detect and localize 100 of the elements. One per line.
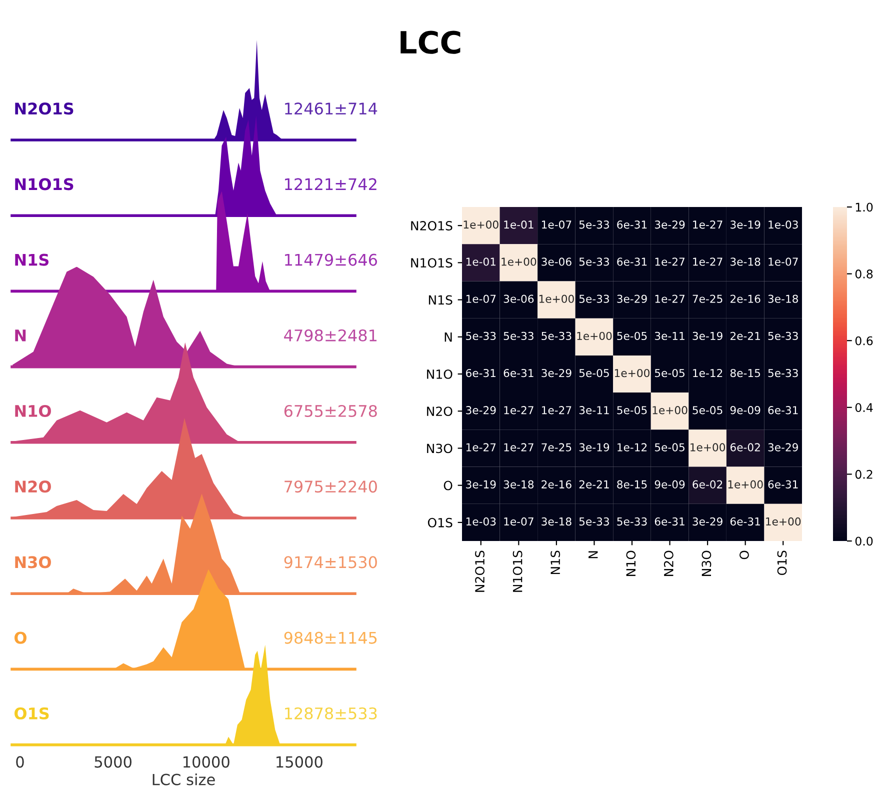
data-label: 1e+00 bbox=[766, 517, 801, 526]
series-label: N1O bbox=[15, 404, 51, 418]
y-tick-label: N1O bbox=[427, 369, 452, 379]
data-label: 6e-02 bbox=[692, 480, 722, 488]
color-bar-label: 0.6 bbox=[855, 336, 873, 346]
data-label: 8e-15 bbox=[730, 368, 760, 378]
data-label: 9e-09 bbox=[654, 480, 685, 488]
y-tick-label: O1S bbox=[428, 518, 452, 528]
annotation: 11479±646 bbox=[285, 254, 377, 266]
x-tick-label: N3O bbox=[702, 550, 712, 576]
x-tick-label: 15000 bbox=[276, 756, 322, 768]
data-label: 1e-27 bbox=[466, 443, 496, 452]
data-label: 1e-07 bbox=[466, 294, 496, 303]
data-label: 3e-18 bbox=[542, 517, 572, 526]
data-label: 7e-25 bbox=[542, 443, 572, 452]
x-tick-label: N2O1S bbox=[475, 550, 485, 592]
data-label: 5e-33 bbox=[579, 517, 609, 526]
text: N1O1S bbox=[15, 178, 74, 190]
annotation: 12878±533 bbox=[285, 707, 377, 720]
data-label: 6e-31 bbox=[654, 517, 684, 526]
data-label: 3e-29 bbox=[466, 406, 496, 414]
y-tick-label: N bbox=[444, 332, 452, 342]
data-label: 3e-29 bbox=[692, 517, 722, 526]
data-label: 5e-05 bbox=[617, 406, 647, 414]
data-label: 1e-27 bbox=[655, 294, 684, 303]
x-tick-label: O bbox=[740, 550, 749, 560]
x-tick-label: O1S bbox=[777, 550, 787, 576]
data-label: 3e-06 bbox=[504, 294, 534, 303]
y-tick-label: N1S bbox=[428, 295, 452, 305]
x-tick-label: 10000 bbox=[183, 756, 230, 768]
data-label: 3e-11 bbox=[579, 406, 609, 414]
text: O1S bbox=[14, 707, 49, 720]
color-bar-label: 0.2 bbox=[855, 470, 872, 479]
data-label: 1e-12 bbox=[693, 368, 722, 378]
data-label: 1e-27 bbox=[655, 258, 684, 266]
data-label: 3e-19 bbox=[466, 480, 496, 488]
data-label: 6e-31 bbox=[466, 368, 496, 378]
data-label: 5e-33 bbox=[617, 517, 647, 526]
data-label: 1e-01 bbox=[466, 258, 496, 266]
annotation: 9848±1145 bbox=[284, 632, 377, 644]
data-label: 9e-09 bbox=[730, 406, 760, 414]
annotation: 12121±742 bbox=[285, 178, 376, 190]
data-label: 1e+00 bbox=[690, 443, 726, 452]
data-label: 6e-31 bbox=[768, 406, 798, 414]
text: N1S bbox=[15, 254, 49, 266]
y-tick-label: N2O1S bbox=[411, 221, 452, 230]
data-label: 3e-06 bbox=[542, 258, 572, 266]
data-label: 1e+00 bbox=[464, 220, 498, 229]
data-label: 3e-19 bbox=[692, 332, 722, 340]
data-label: 2e-21 bbox=[579, 480, 609, 488]
data-label: 2e-16 bbox=[542, 480, 572, 488]
data-label: 3e-19 bbox=[730, 220, 760, 229]
data-label: 1e-07 bbox=[768, 258, 798, 266]
data-label: 1e-27 bbox=[693, 220, 722, 229]
color-bar-label: 0.4 bbox=[855, 403, 873, 412]
data-label: 1e+00 bbox=[502, 258, 536, 266]
data-label: 3e-29 bbox=[617, 294, 647, 303]
annotation: 4798±2481 bbox=[284, 329, 377, 342]
data-label: 5e-05 bbox=[654, 368, 684, 378]
data-label: 5e-05 bbox=[579, 368, 609, 378]
x-tick-label: N2O bbox=[664, 550, 674, 576]
data-label: 5e-33 bbox=[504, 332, 534, 340]
x-tick-label: N1S bbox=[550, 550, 560, 574]
data-label: 1e-01 bbox=[504, 220, 534, 229]
x-tick-label: N1O1S bbox=[512, 550, 522, 592]
x-tick-label: 0 bbox=[16, 756, 24, 768]
annotation: 7975±2240 bbox=[284, 480, 377, 493]
y-tick-label: O bbox=[444, 480, 452, 490]
annotation: 6755±2578 bbox=[284, 404, 377, 418]
color-bar-label: 1.0 bbox=[856, 202, 873, 212]
data-label: 6e-02 bbox=[730, 443, 760, 452]
data-label: 1e-07 bbox=[542, 220, 572, 229]
data-label: 1e+00 bbox=[728, 480, 763, 488]
data-label: 5e-33 bbox=[768, 332, 798, 340]
data-label: 3e-29 bbox=[768, 443, 798, 452]
data-label: 1e-03 bbox=[466, 517, 496, 526]
data-label: 5e-33 bbox=[542, 332, 572, 340]
series-label: N2O bbox=[15, 480, 51, 493]
data-label: 3e-18 bbox=[768, 294, 798, 303]
annotation: 9174±1530 bbox=[284, 556, 377, 568]
text: N2O1S bbox=[15, 102, 74, 115]
annotation: 12461±714 bbox=[285, 102, 378, 115]
data-label: 5e-33 bbox=[466, 332, 496, 340]
x-tick-label: N bbox=[588, 551, 598, 558]
data-label: 1e-03 bbox=[768, 220, 798, 229]
data-label: 3e-29 bbox=[542, 368, 572, 378]
data-label: 6e-31 bbox=[617, 220, 647, 229]
y-tick-label: N1O1S bbox=[411, 258, 452, 268]
data-label: 3e-18 bbox=[504, 480, 534, 488]
data-label: 1e-27 bbox=[504, 406, 534, 414]
data-label: 7e-25 bbox=[692, 294, 722, 303]
data-label: 5e-33 bbox=[579, 294, 609, 303]
x-axis-title: LCC size bbox=[152, 773, 215, 786]
data-label: 1e+00 bbox=[614, 368, 650, 378]
data-label: 6e-31 bbox=[768, 480, 798, 488]
data-label: 3e-11 bbox=[654, 332, 684, 340]
x-tick-label: N1O bbox=[626, 550, 636, 576]
data-label: 1e-12 bbox=[618, 443, 647, 452]
data-label: 1e-07 bbox=[504, 517, 534, 526]
data-label: 5e-33 bbox=[579, 258, 609, 266]
